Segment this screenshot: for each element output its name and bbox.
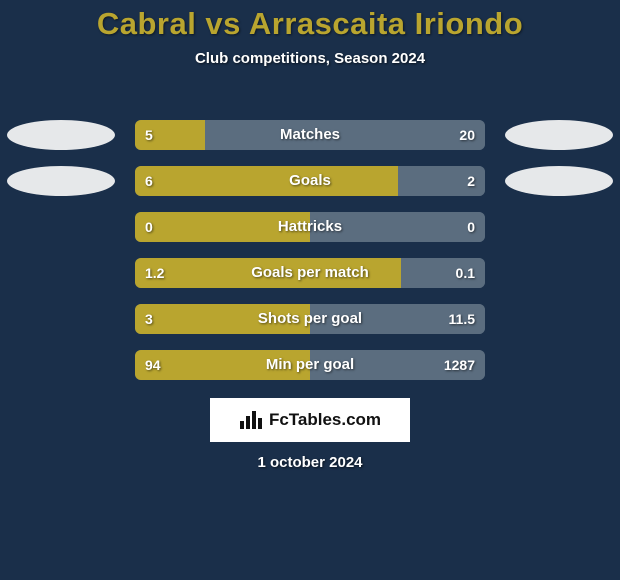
stat-bar-track (135, 120, 485, 150)
date-label: 1 october 2024 (0, 454, 620, 471)
stat-bar-track (135, 166, 485, 196)
stat-row: Goals per match1.20.1 (0, 258, 620, 288)
player-left-marker (7, 120, 115, 150)
stat-bar-right (310, 304, 485, 334)
stat-bar-left (135, 258, 401, 288)
stat-bar-track (135, 212, 485, 242)
stat-bar-right (205, 120, 485, 150)
player-left-marker (7, 166, 115, 196)
stat-row: Min per goal941287 (0, 350, 620, 380)
stat-row: Shots per goal311.5 (0, 304, 620, 334)
stat-bar-right (310, 350, 485, 380)
watermark-text: FcTables.com (269, 410, 381, 430)
stat-bar-left (135, 304, 310, 334)
stat-rows: Matches520 Goals62 Hattricks00 Goals per ma… (0, 120, 620, 396)
stat-bar-track (135, 258, 485, 288)
stat-bar-track (135, 304, 485, 334)
stat-bar-left (135, 120, 205, 150)
infographic-container: Cabral vs Arrascaita Iriondo Club compet… (0, 0, 620, 580)
stat-bar-left (135, 212, 310, 242)
watermark-icon (239, 410, 263, 430)
stat-bar-track (135, 350, 485, 380)
stat-row: Hattricks00 (0, 212, 620, 242)
stat-bar-right (310, 212, 485, 242)
stat-row: Goals62 (0, 166, 620, 196)
page-title: Cabral vs Arrascaita Iriondo (0, 6, 620, 42)
watermark: FcTables.com (210, 398, 410, 442)
stat-bar-right (398, 166, 486, 196)
player-right-marker (505, 166, 613, 196)
stat-bar-right (401, 258, 485, 288)
stat-row: Matches520 (0, 120, 620, 150)
subtitle: Club competitions, Season 2024 (0, 50, 620, 67)
stat-bar-left (135, 166, 398, 196)
stat-bar-left (135, 350, 310, 380)
player-right-marker (505, 120, 613, 150)
